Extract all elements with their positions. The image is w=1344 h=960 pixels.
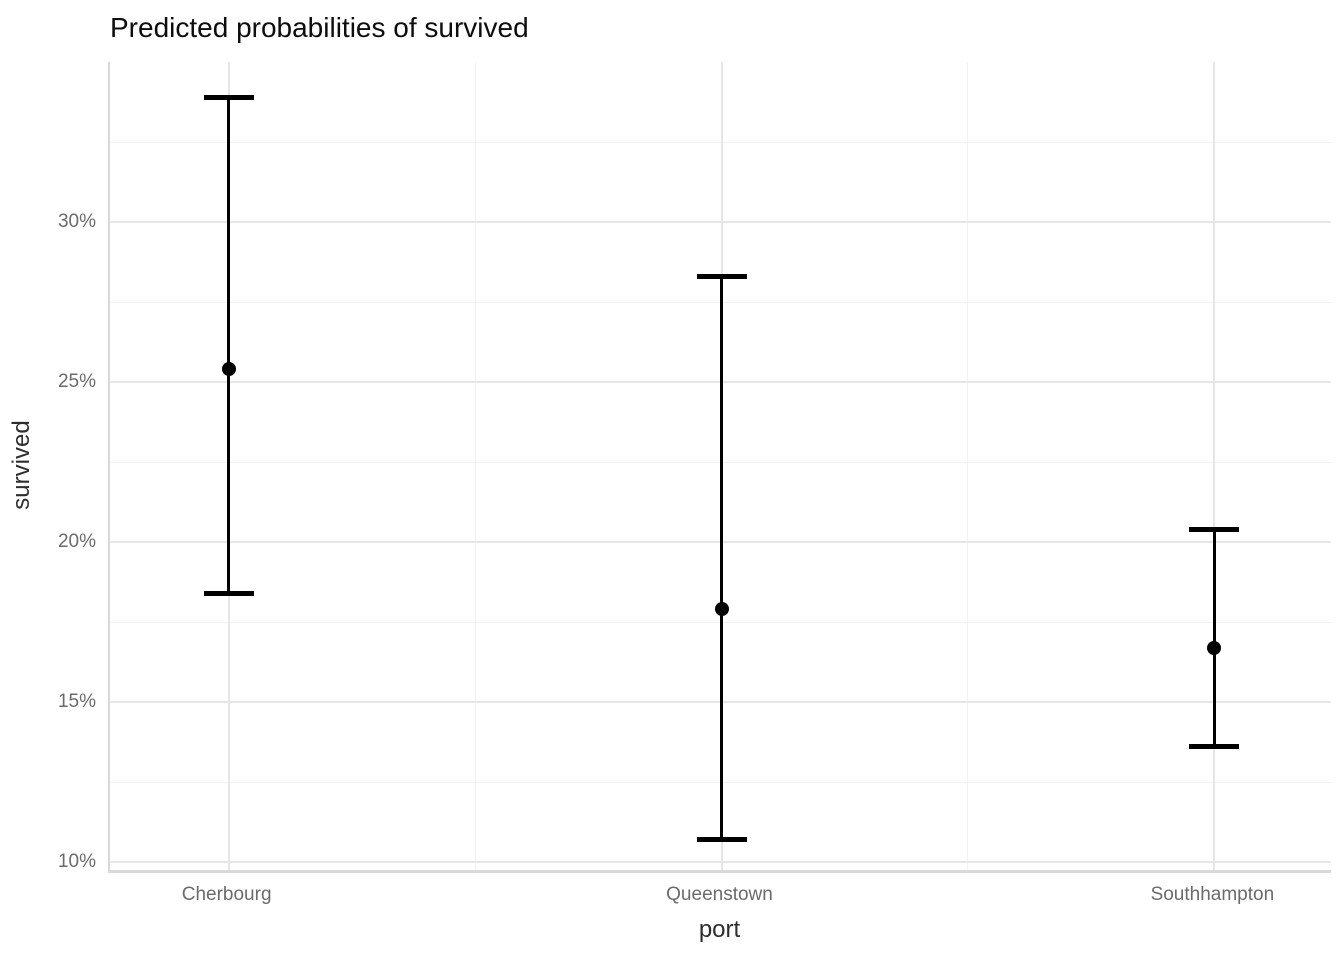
gridline-vertical-minor xyxy=(967,62,969,870)
plot-panel xyxy=(108,62,1331,873)
errorbar-cap-bottom-southhampton xyxy=(1189,744,1240,750)
errorbar-cap-top-cherbourg xyxy=(203,94,254,100)
errorbar-line-southhampton xyxy=(1212,529,1216,747)
gridline-vertical-major xyxy=(1213,62,1216,870)
y-tick-label: 20% xyxy=(57,531,96,553)
x-tick-label: Cherbourg xyxy=(181,884,272,905)
y-tick-label: 30% xyxy=(57,211,96,233)
y-tick-label: 25% xyxy=(57,371,96,393)
chart-title: Predicted probabilities of survived xyxy=(110,12,529,43)
errorbar-cap-bottom-queenstown xyxy=(696,837,747,843)
errorbar-line-cherbourg xyxy=(227,97,231,594)
gridline-vertical-minor xyxy=(474,62,476,870)
data-point-queenstown xyxy=(714,602,729,617)
x-tick-label: Queenstown xyxy=(666,884,773,905)
errorbar-cap-bottom-cherbourg xyxy=(203,590,254,596)
data-point-southhampton xyxy=(1207,640,1222,655)
y-tick-label: 10% xyxy=(57,851,96,873)
data-point-cherbourg xyxy=(221,362,236,377)
y-tick-label: 15% xyxy=(57,691,96,713)
x-axis-title: port xyxy=(698,916,741,943)
x-tick-label: Southhampton xyxy=(1150,884,1275,905)
errorbar-cap-top-queenstown xyxy=(696,273,747,279)
errorbar-cap-top-southhampton xyxy=(1189,526,1240,532)
errorbar-line-queenstown xyxy=(720,276,723,840)
y-axis-title: survived xyxy=(8,420,35,510)
